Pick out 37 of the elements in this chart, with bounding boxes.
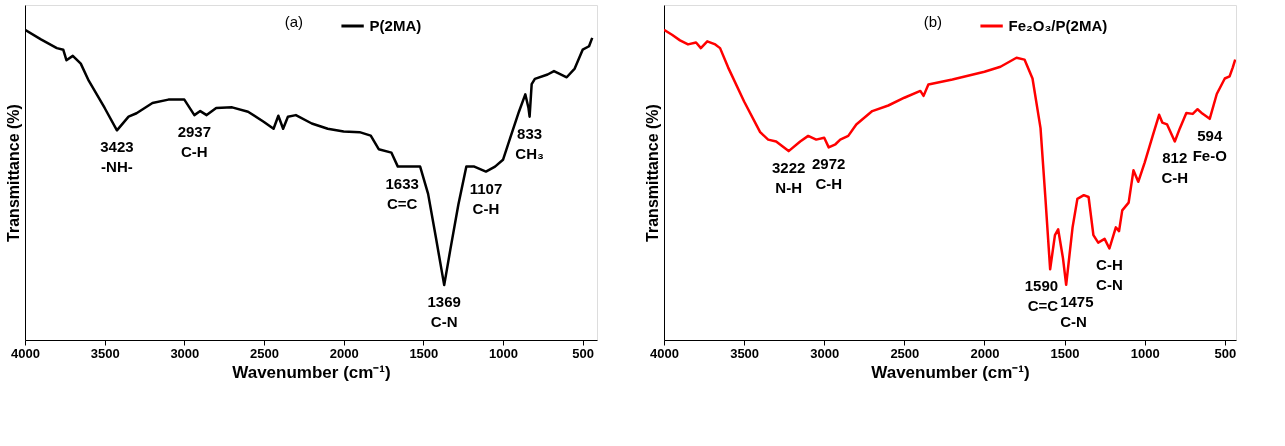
x-tick-label: 2000 [329,345,359,361]
annotation: 833 CH₃ [515,124,544,162]
annotation: 3222 N-H [771,159,806,197]
x-tick-label: 2500 [890,345,920,361]
y-axis-title: Transmittance (%) [4,104,22,242]
annotation: C-H C-N [1096,256,1123,294]
annotation: 812 C-H [1161,149,1189,187]
annotation: 1475 C-N [1060,292,1094,330]
x-tick-label: 4000 [11,345,40,361]
x-axis-title: Wavenumber (cm⁻¹) [871,362,1030,382]
annotation: 1590 C=C [1024,277,1059,315]
x-tick-label: 1500 [1050,345,1080,361]
annotation: 1369 C-N [427,293,461,331]
legend-label: P(2MA) [369,17,422,34]
annotation: 1107 C-H [469,179,503,217]
legend-label: Fe₂O₃/P(2MA) [1008,17,1108,34]
x-tick-label: 3000 [810,345,840,361]
annotation: 594 Fe-O [1192,126,1228,164]
chart-title: (a) [284,13,304,30]
x-axis-title: Wavenumber (cm⁻¹) [232,362,391,382]
x-tick-label: 2000 [970,345,1000,361]
annotation: 3423 -NH- [100,138,134,176]
x-tick-label: 2500 [250,345,279,361]
x-tick-label: 4000 [650,345,679,361]
x-tick-label: 1000 [489,345,518,361]
x-tick-label: 1500 [409,345,439,361]
y-axis-title: Transmittance (%) [643,104,661,242]
chart-title: (b) [923,13,943,30]
x-tick-label: 500 [572,345,595,361]
x-tick-label: 3000 [170,345,200,361]
annotation: 2937 C-H [177,123,212,161]
x-tick-label: 500 [1214,345,1237,361]
x-tick-label: 3500 [90,345,120,361]
x-tick-label: 3500 [730,345,760,361]
annotation: 2972 C-H [812,155,846,193]
x-tick-label: 1000 [1130,345,1160,361]
annotation: 1633 C=C [385,174,419,212]
